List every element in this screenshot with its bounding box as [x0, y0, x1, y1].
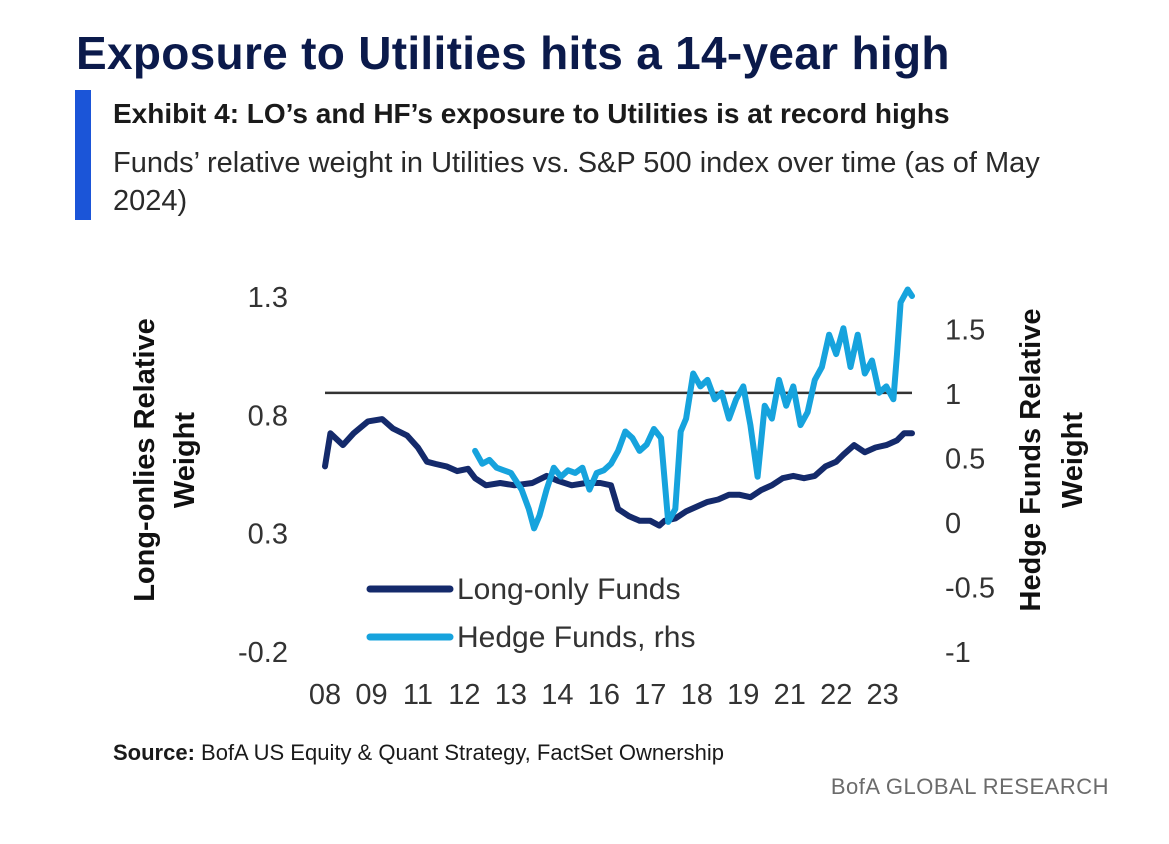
legend-label: Long-only Funds — [457, 573, 680, 606]
y-right-tick-label: -1 — [945, 637, 971, 669]
x-tick-label: 22 — [820, 679, 852, 711]
exhibit-accent-bar — [75, 90, 91, 220]
x-tick-label: 12 — [448, 679, 480, 711]
y-left-tick-label: 1.3 — [248, 282, 288, 314]
brand-label: BofA GLOBAL RESEARCH — [830, 774, 1109, 799]
x-tick-label: 11 — [403, 679, 433, 711]
x-tick-label: 16 — [588, 679, 620, 711]
x-tick-label: 09 — [355, 679, 387, 711]
y-axis-right-ticks: -1 -0.5 0 0.5 1 1.5 — [945, 314, 995, 669]
x-tick-label: 13 — [495, 679, 527, 711]
x-axis-ticks: 08 09 11 12 13 14 16 17 18 19 21 22 23 — [309, 679, 899, 711]
series-line-long-only — [322, 416, 915, 529]
source-label: Source: — [113, 740, 195, 765]
legend-label: Hedge Funds, rhs — [457, 621, 695, 654]
y-axis-left-label-group: Long-onlies Relative Weight — [129, 318, 201, 602]
y-axis-right-label-group: Hedge Funds Relative Weight — [1015, 309, 1089, 612]
x-tick-label: 17 — [634, 679, 666, 711]
y-left-tick-label: 0.3 — [248, 519, 288, 551]
source-note: Source: BofA US Equity & Quant Strategy,… — [113, 740, 724, 766]
exhibit-title: Exhibit 4: LO’s and HF’s exposure to Uti… — [113, 98, 950, 129]
exhibit-subtitle: Funds’ relative weight in Utilities vs. … — [113, 147, 1040, 217]
x-tick-label: 19 — [727, 679, 759, 711]
y-axis-left-label: Long-onlies Relative Weight — [129, 318, 201, 602]
headline: Exposure to Utilities hits a 14-year hig… — [76, 27, 950, 79]
y-right-tick-label: 1 — [945, 379, 961, 411]
x-tick-label: 08 — [309, 679, 341, 711]
y-left-tick-label: 0.8 — [248, 400, 288, 432]
y-right-tick-label: 0 — [945, 508, 961, 540]
source-text: BofA US Equity & Quant Strategy, FactSet… — [194, 740, 724, 765]
y-right-tick-label: -0.5 — [945, 572, 995, 604]
legend: Long-only Funds Hedge Funds, rhs — [366, 573, 695, 654]
x-tick-label: 21 — [774, 679, 806, 711]
x-tick-label: 18 — [681, 679, 713, 711]
y-right-tick-label: 0.5 — [945, 443, 985, 475]
y-axis-right-label: Hedge Funds Relative Weight — [1015, 309, 1089, 612]
y-axis-right-label-line: Hedge Funds Relative — [1015, 309, 1047, 612]
y-axis-left-ticks: -0.2 0.3 0.8 1.3 — [238, 282, 288, 669]
x-tick-label: 14 — [541, 679, 573, 711]
x-tick-label: 23 — [867, 679, 899, 711]
y-left-tick-label: -0.2 — [238, 637, 288, 669]
y-axis-right-label-line: Weight — [1057, 412, 1089, 508]
y-axis-left-label-line: Long-onlies Relative — [129, 318, 161, 602]
y-right-tick-label: 1.5 — [945, 314, 985, 346]
y-axis-left-label-line: Weight — [169, 412, 201, 508]
series-line-hedge-funds — [472, 286, 915, 532]
series-group — [322, 286, 915, 532]
